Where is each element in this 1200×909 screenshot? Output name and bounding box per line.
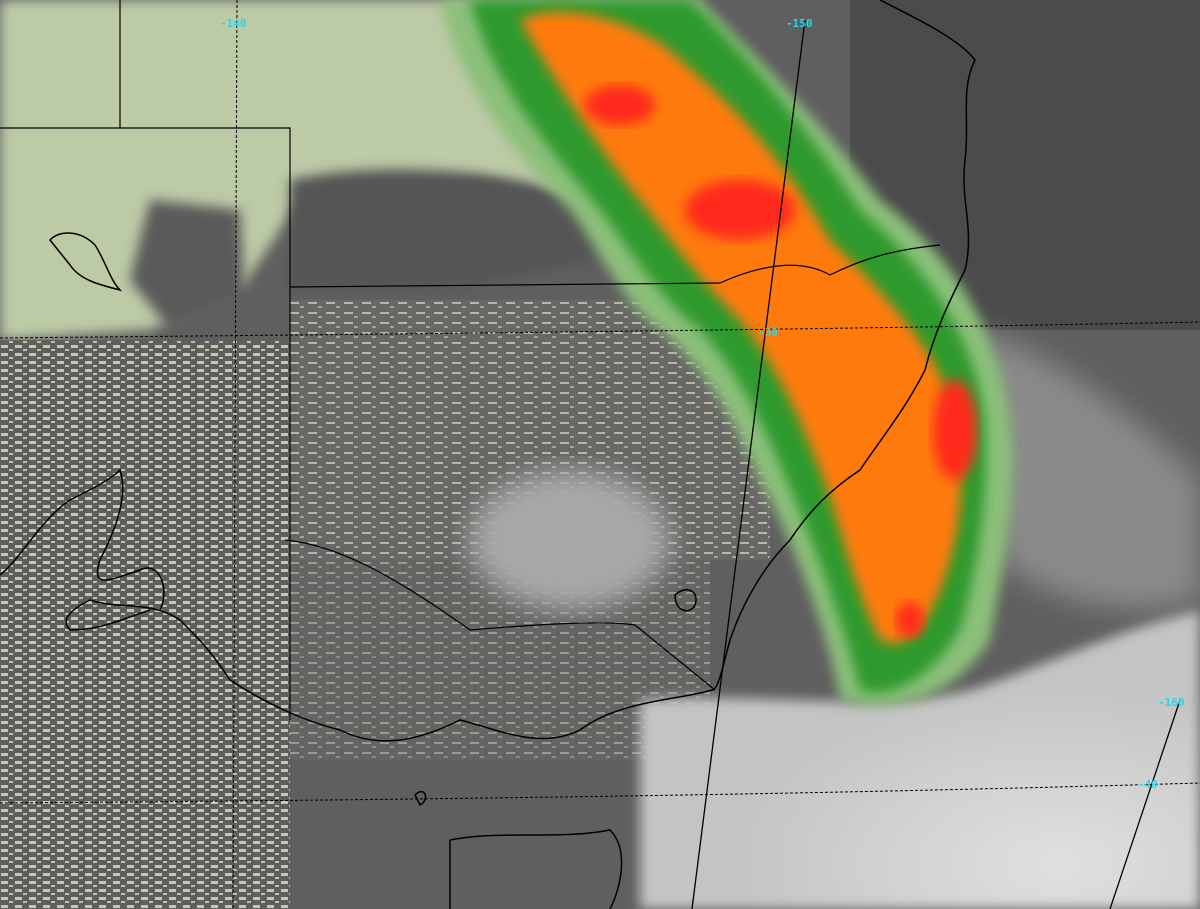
orange-core [520, 12, 961, 644]
longitude-line-150 [691, 19, 806, 909]
island [674, 589, 697, 612]
east-south-coast [65, 0, 976, 742]
dark-cloud-band [290, 169, 600, 290]
coastline [0, 0, 976, 909]
state-borders [0, 0, 941, 720]
spencer-gulf-coast [0, 468, 165, 611]
label-lat-30: -30 [758, 326, 778, 339]
border-qld-nsw [289, 244, 941, 288]
label-lon-150: -150 [786, 17, 813, 30]
label-lon-160: -160 [1158, 696, 1185, 709]
cold-cloud-shield [640, 610, 1200, 909]
tasmania-coast [449, 829, 623, 909]
lake-eyre [48, 232, 123, 292]
red-cell-3 [933, 380, 977, 480]
king-island [414, 790, 427, 807]
longitude-lines [691, 19, 1181, 909]
dark-cloud-patch [130, 200, 245, 330]
red-cell-2 [685, 180, 795, 240]
red-cell-4 [896, 602, 924, 638]
red-cell-1 [585, 85, 655, 125]
longitude-line-160 [1109, 699, 1181, 909]
cloud-streaks-east [980, 330, 1200, 608]
storm-band [440, 0, 1013, 707]
label-lon-140: -140 [220, 17, 247, 30]
label-lat-40: -40 [1138, 778, 1158, 791]
border-sa-nsw [119, 0, 291, 720]
thin-cirrus [470, 470, 670, 610]
latitude-line-30 [0, 321, 1200, 339]
border-nsw-vic [284, 539, 716, 691]
latitude-line-40 [0, 782, 1200, 804]
longitude-line-140 [232, 0, 238, 909]
speckled-cloud-west [0, 340, 290, 909]
